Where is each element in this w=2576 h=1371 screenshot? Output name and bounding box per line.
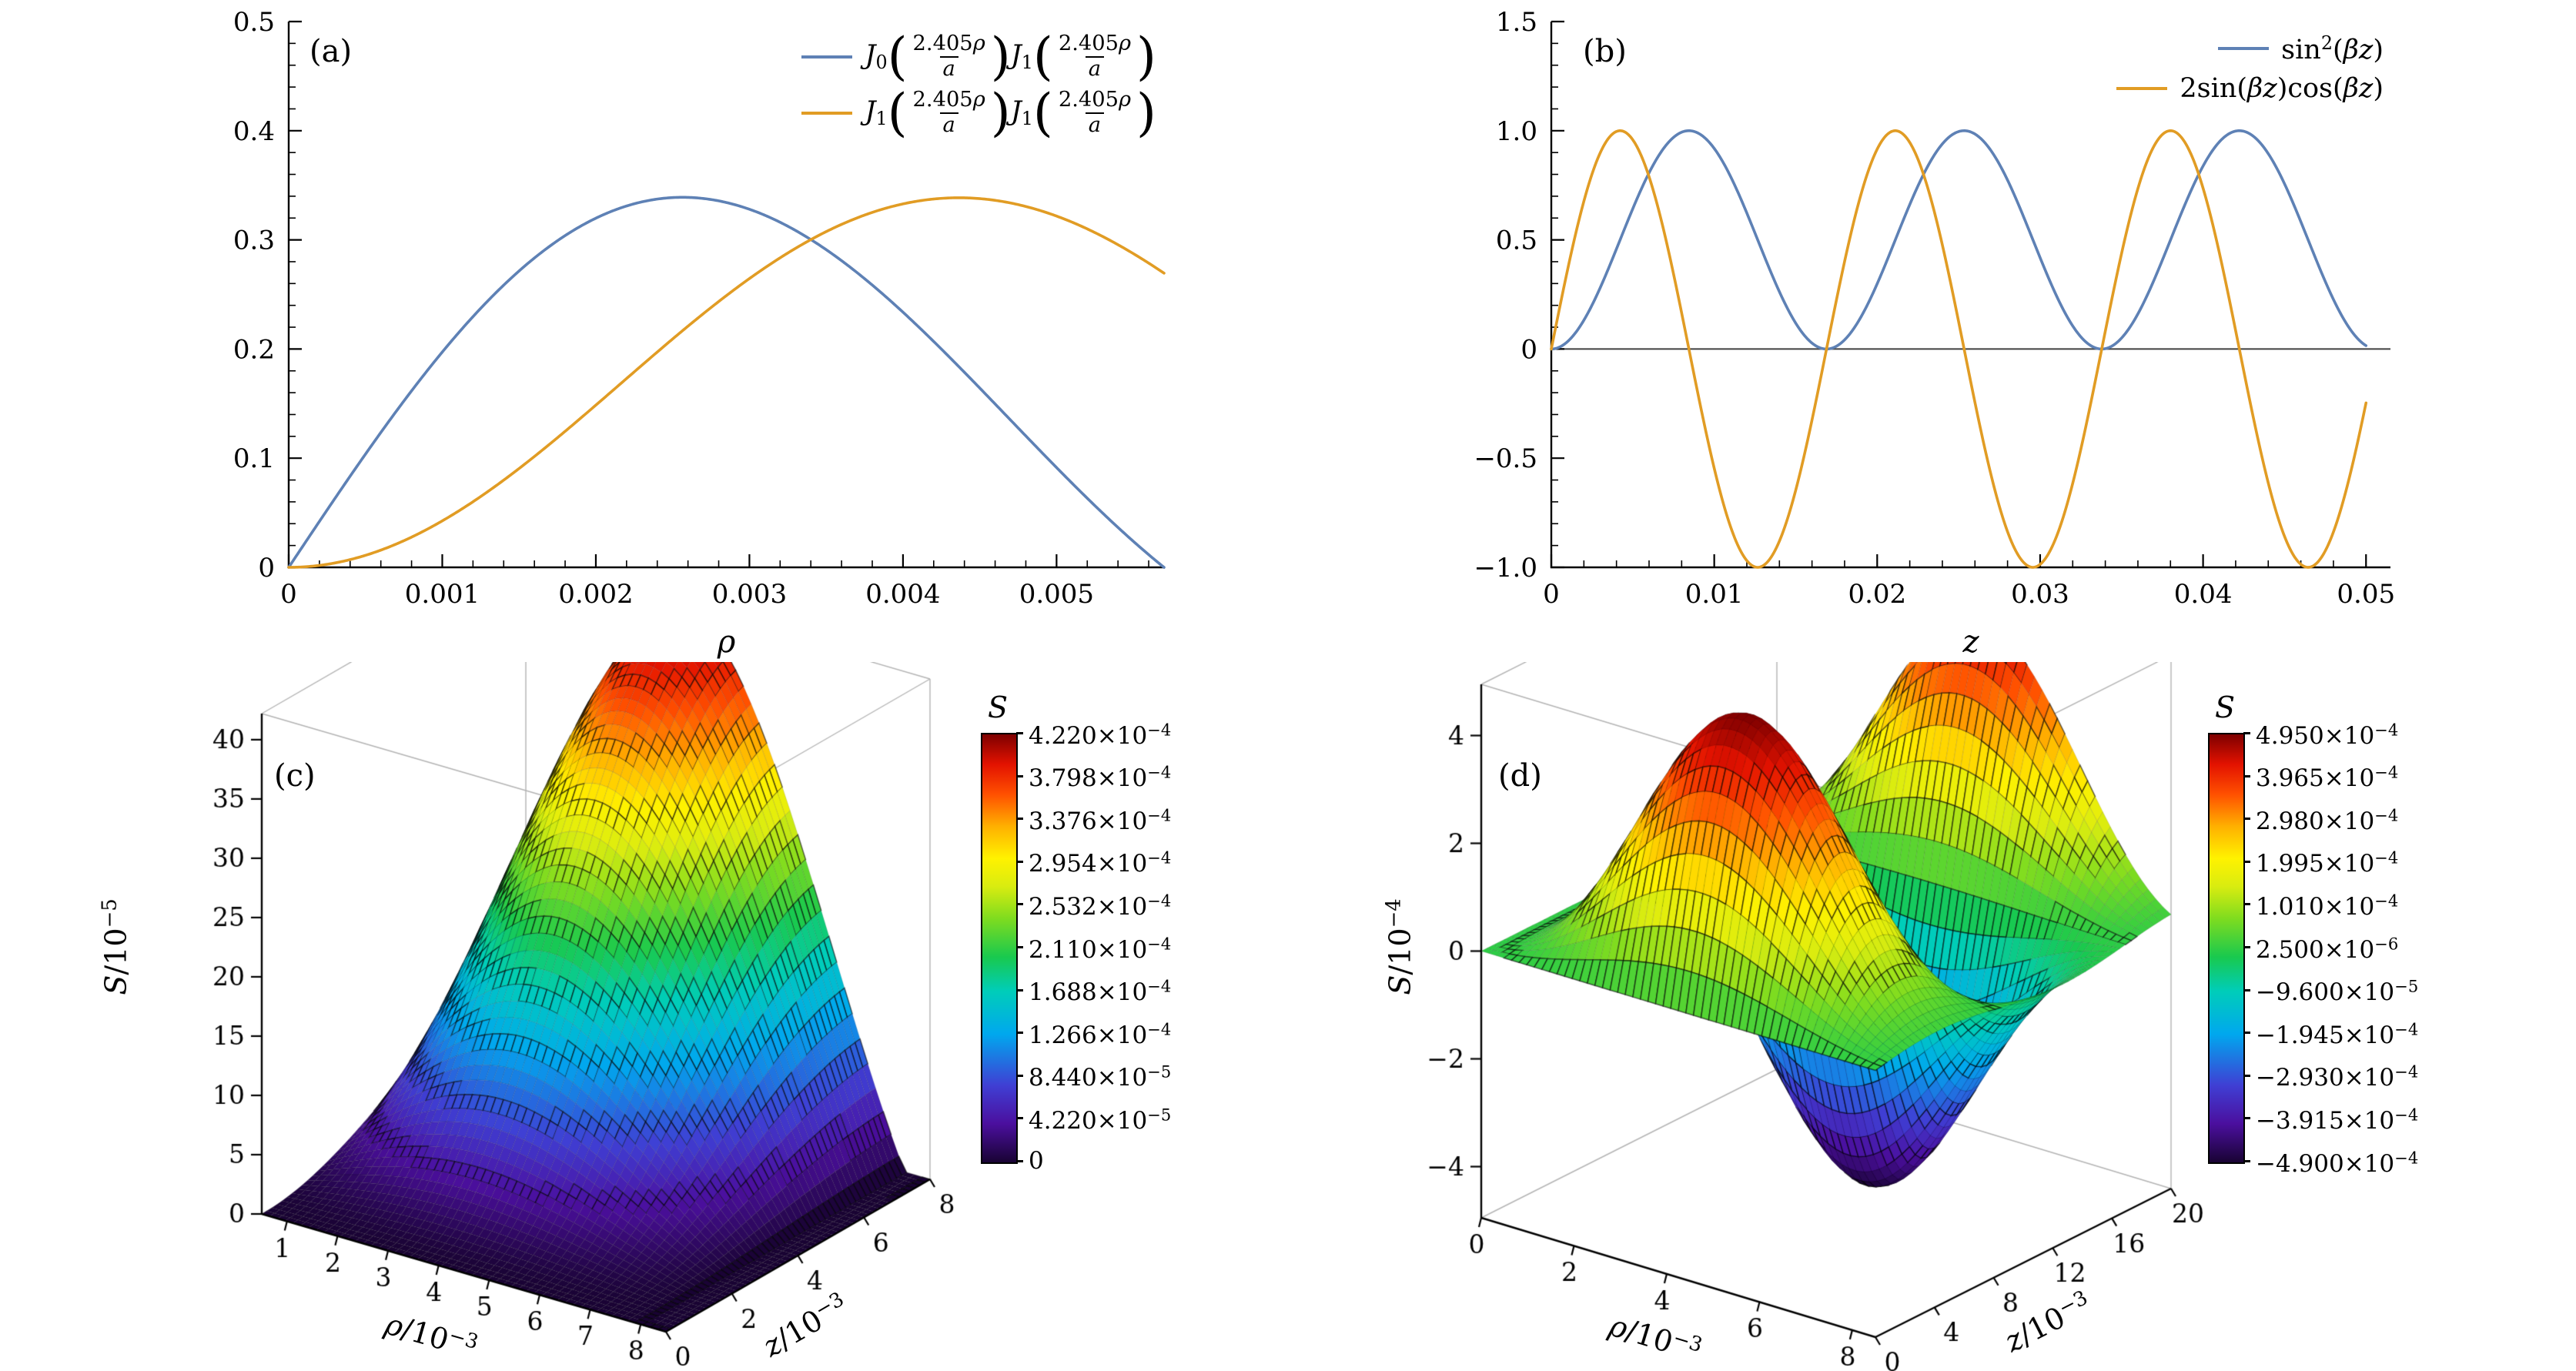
colorbar-label: 1.995×10−4	[2256, 848, 2399, 878]
panel-a-label: (a)	[309, 34, 353, 69]
legend-line-marker	[801, 111, 853, 115]
svg-text:1.5: 1.5	[1496, 7, 1537, 38]
colorbar-tick	[2243, 1117, 2250, 1120]
colorbar-tick	[2243, 946, 2250, 948]
colorbar-label: 3.376×10−4	[1029, 805, 1172, 835]
colorbar-label: 4.950×10−4	[2256, 720, 2399, 750]
svg-text:0.002: 0.002	[558, 579, 633, 610]
colorbar-label: 0	[1029, 1147, 1044, 1175]
colorbar-tick	[1016, 774, 1023, 777]
colorbar-tick	[1016, 903, 1023, 906]
colorbar-title: S	[987, 691, 1009, 724]
svg-text:0: 0	[258, 553, 275, 584]
colorbar-label: 8.440×10−5	[1029, 1062, 1172, 1092]
colorbar-label: −4.900×10−4	[2256, 1148, 2419, 1178]
colorbar-label: 2.954×10−4	[1029, 848, 1172, 878]
colorbar-label: 4.220×10−5	[1029, 1105, 1172, 1135]
svg-text:0.03: 0.03	[2011, 579, 2069, 610]
panel-a-chart: 0 0.001 0.002 0.003 0.004 0.005 0 0.1 0.2 0.3 0.4 0…	[233, 7, 1166, 660]
colorbar-label: 2.500×10−6	[2256, 934, 2399, 964]
svg-text:0.04: 0.04	[2174, 579, 2233, 610]
colorbar-tick	[1016, 988, 1023, 991]
colorbar-tick	[1016, 860, 1023, 863]
svg-text:1.0: 1.0	[1496, 116, 1537, 147]
panel-a-legend: J0(2.405ρ a)J1(2.405ρ a) J1(2.405ρ a)J1(2.40…	[801, 25, 1156, 143]
svg-text:0.4: 0.4	[233, 116, 275, 147]
legend-row: J1(2.405ρ a)J1(2.405ρ a)	[801, 82, 1156, 143]
colorbar-tick	[1016, 1032, 1023, 1035]
legend-row: sin2(βz)	[2218, 32, 2384, 65]
svg-text:0.004: 0.004	[865, 579, 940, 610]
colorbar-label: 2.110×10−4	[1029, 934, 1172, 964]
axis-label-S: S/10−4	[1382, 898, 1417, 995]
colorbar-tick	[2243, 818, 2250, 821]
svg-text:−0.5: −0.5	[1474, 443, 1537, 474]
legend-label: J1(2.405ρ a)J1(2.405ρ a)	[865, 82, 1156, 143]
svg-text:0.5: 0.5	[1496, 226, 1537, 256]
svg-text:0: 0	[280, 579, 297, 610]
colorbar-label: −2.930×10−4	[2256, 1062, 2419, 1092]
colorbar-title: S	[2214, 691, 2236, 724]
colorbar-label: 1.266×10−4	[1029, 1019, 1172, 1049]
colorbar-tick	[1016, 1074, 1023, 1077]
svg-text:0.5: 0.5	[233, 7, 275, 38]
legend-line-marker	[2218, 47, 2270, 51]
svg-text:0.01: 0.01	[1685, 579, 1744, 610]
colorbar-tick	[1016, 946, 1023, 948]
svg-text:0: 0	[1521, 334, 1537, 365]
panel-d-label: (d)	[1498, 758, 1542, 794]
colorbar-label: 2.532×10−4	[1029, 891, 1172, 921]
colorbar-label: 1.688×10−4	[1029, 976, 1172, 1007]
colorbar-label: −3.915×10−4	[2256, 1105, 2419, 1135]
colorbar-tick	[2243, 903, 2250, 906]
svg-text:0.001: 0.001	[405, 579, 480, 610]
legend-label: 2sin(βz)cos(βz)	[2180, 72, 2384, 104]
colorbar-tick	[1016, 732, 1023, 734]
legend-line-marker	[2116, 86, 2168, 90]
svg-text:z: z	[1962, 624, 1979, 660]
svg-text:0.3: 0.3	[233, 226, 275, 256]
svg-text:−1.0: −1.0	[1474, 553, 1537, 584]
panel-c-surface	[31, 662, 978, 1371]
colorbar-tick	[2243, 988, 2250, 991]
legend-label: J0(2.405ρ a)J1(2.405ρ a)	[865, 25, 1156, 86]
svg-text:0: 0	[1543, 579, 1560, 610]
svg-text:0.05: 0.05	[2337, 579, 2395, 610]
colorbar-tick	[2243, 1074, 2250, 1077]
svg-text:0.005: 0.005	[1019, 579, 1094, 610]
colorbar-label: −9.600×10−5	[2256, 976, 2419, 1007]
panel-d-surface	[1393, 662, 2340, 1371]
colorbar-tick	[2243, 1160, 2250, 1162]
colorbar-tick	[2243, 1032, 2250, 1035]
svg-text:0.2: 0.2	[233, 334, 275, 365]
colorbar-gradient	[981, 733, 1018, 1164]
legend-label: sin2(βz)	[2281, 32, 2384, 65]
colorbar-tick	[1016, 1117, 1023, 1120]
colorbar-tick	[1016, 818, 1023, 821]
legend-line-marker	[801, 55, 853, 59]
panel-b-legend: sin2(βz) 2sin(βz)cos(βz)	[2116, 32, 2384, 104]
svg-text:0.003: 0.003	[712, 579, 787, 610]
panel-c-label: (c)	[274, 758, 316, 794]
colorbar-label: 2.980×10−4	[2256, 805, 2399, 835]
svg-text:0.02: 0.02	[1848, 579, 1906, 610]
colorbar-label: 4.220×10−4	[1029, 720, 1172, 750]
colorbar-tick	[2243, 774, 2250, 777]
colorbar-label: −1.945×10−4	[2256, 1019, 2419, 1049]
colorbar-label: 3.965×10−4	[2256, 762, 2399, 793]
svg-text:0.1: 0.1	[233, 443, 275, 474]
colorbar-gradient	[2208, 733, 2245, 1164]
legend-row: 2sin(βz)cos(βz)	[2116, 73, 2384, 104]
colorbar-tick	[2243, 860, 2250, 863]
colorbar-label: 1.010×10−4	[2256, 891, 2399, 921]
colorbar-label: 3.798×10−4	[1029, 762, 1172, 793]
colorbar-tick	[2243, 732, 2250, 734]
svg-text:ρ: ρ	[717, 624, 736, 660]
panel-b-label: (b)	[1583, 34, 1627, 69]
axis-label-S: S/10−5	[98, 898, 133, 995]
legend-row: J0(2.405ρ a)J1(2.405ρ a)	[801, 25, 1156, 86]
panel-b-chart: 0 0.01 0.02 0.03 0.04 0.05 −1.0 −0.5 0 0.5 1.0 1.5 z	[1474, 7, 2395, 660]
colorbar-tick	[1016, 1160, 1023, 1162]
